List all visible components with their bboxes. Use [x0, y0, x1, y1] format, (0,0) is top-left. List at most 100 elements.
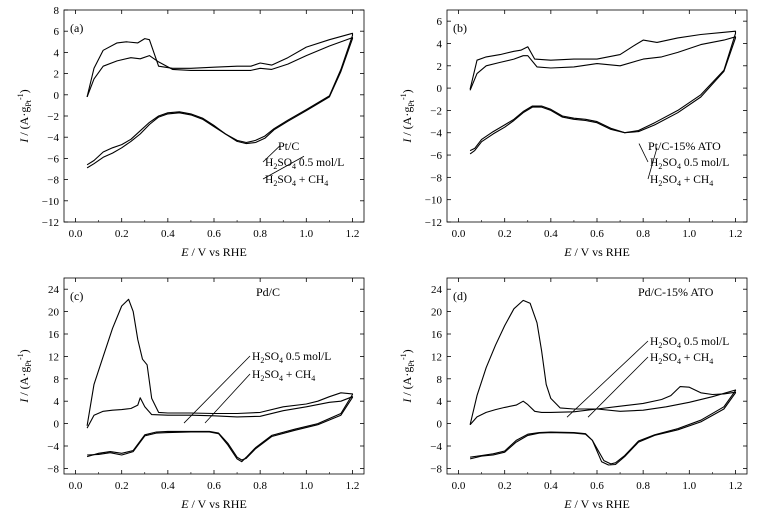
legend-entry-h2so4: H2SO4 0.5 mol/L [265, 157, 344, 171]
y-tick-label: 0 [54, 90, 60, 102]
y-tick-label: 8 [437, 374, 443, 386]
x-tick-label: 0.8 [636, 480, 650, 492]
y-tick-label: −12 [42, 217, 59, 229]
series-h2so4-ch4-curve [86, 298, 354, 463]
legend-entry-h2so4-ch4: H2SO4 + CH4 [252, 369, 315, 383]
y-axis-title: I / (A·gPt-1) [399, 89, 416, 143]
x-tick-label: 0.6 [590, 228, 604, 240]
y-tick-label: −4 [430, 128, 442, 140]
x-tick-label: 0.4 [161, 480, 175, 492]
y-tick-label: 8 [54, 5, 60, 17]
panel-label: (a) [70, 21, 83, 35]
plot-frame [446, 277, 748, 475]
legend-leader-line [204, 373, 251, 424]
series-h2so4-ch4-curve [469, 30, 737, 155]
series-h2so4-curve [86, 396, 354, 461]
sample-name: Pd/C [256, 285, 280, 299]
y-tick-label: 24 [431, 284, 443, 296]
x-tick-label: 1.2 [729, 480, 743, 492]
y-tick-label: 8 [54, 374, 60, 386]
legend-leader-line [566, 340, 649, 418]
x-tick-label: 0.6 [207, 480, 221, 492]
x-tick-label: 0.6 [207, 228, 221, 240]
y-tick-label: −8 [47, 463, 59, 475]
x-tick-label: 0.4 [544, 228, 558, 240]
y-tick-label: 20 [48, 307, 60, 319]
x-axis-title: E / V vs RHE [563, 497, 630, 511]
x-tick-label: 0.0 [69, 228, 83, 240]
y-tick-label: 4 [437, 38, 443, 50]
panel-label: (d) [453, 289, 467, 303]
x-tick-label: 0.2 [115, 480, 129, 492]
x-tick-label: 0.4 [544, 480, 558, 492]
x-tick-label: 0.8 [253, 228, 267, 240]
y-tick-label: 16 [48, 329, 60, 341]
y-tick-label: −12 [425, 217, 442, 229]
y-tick-label: 24 [48, 284, 60, 296]
x-tick-label: 1.2 [729, 228, 743, 240]
y-tick-label: −4 [430, 441, 442, 453]
legend-entry-h2so4: H2SO4 0.5 mol/L [650, 336, 729, 350]
y-tick-label: −2 [47, 111, 59, 123]
x-tick-label: 1.0 [682, 480, 696, 492]
panel-label: (b) [453, 21, 467, 35]
legend-entry-h2so4-ch4: H2SO4 + CH4 [650, 352, 713, 366]
y-tick-label: 16 [431, 329, 443, 341]
legend-entry-h2so4: H2SO4 0.5 mol/L [252, 351, 331, 365]
x-tick-label: 1.2 [346, 228, 360, 240]
legend-leader-line [647, 147, 658, 180]
y-tick-label: −10 [425, 195, 443, 207]
series-h2so4-curve [86, 37, 354, 166]
chart-panel-d: 0.0 0.2 0.4 0.6 0.8 1.0 1.2 −8 −4 0 4 8 12 16 20 24 E / … [399, 277, 748, 511]
x-tick-label: 0.2 [115, 228, 129, 240]
x-tick-label: 1.0 [299, 228, 313, 240]
sample-name: Pt/C-15% ATO [648, 139, 721, 153]
x-tick-label: 1.2 [346, 480, 360, 492]
series-h2so4-curve [469, 36, 737, 152]
legend-leader-line [262, 155, 305, 180]
legend-entry-h2so4-ch4: H2SO4 + CH4 [650, 174, 713, 188]
y-tick-label: 6 [54, 26, 60, 38]
y-tick-label: 2 [54, 69, 60, 81]
x-tick-label: 0.2 [498, 228, 512, 240]
x-tick-label: 0.0 [452, 480, 466, 492]
y-axis-title: I / (A·gPt-1) [16, 89, 33, 143]
legend-leader-line [587, 356, 649, 418]
legend-entry-h2so4: H2SO4 0.5 mol/L [650, 157, 729, 171]
panel-label: (c) [70, 289, 83, 303]
x-tick-label: 0.6 [590, 480, 604, 492]
y-axis-title: I / (A·gPt-1) [16, 349, 33, 403]
plot-frame [446, 9, 748, 223]
x-tick-label: 0.8 [253, 480, 267, 492]
sample-name: Pt/C [278, 139, 299, 153]
sample-name: Pd/C-15% ATO [638, 285, 714, 299]
series-h2so4-curve [469, 386, 737, 466]
y-tick-label: −6 [47, 153, 59, 165]
y-tick-label: 20 [431, 307, 443, 319]
y-tick-label: 0 [437, 83, 443, 95]
x-axis-title: E / V vs RHE [180, 497, 247, 511]
y-tick-label: −4 [47, 132, 59, 144]
y-tick-label: −8 [47, 175, 59, 187]
y-tick-label: 4 [437, 396, 443, 408]
y-tick-label: 12 [48, 351, 59, 363]
x-axis-title: E / V vs RHE [180, 245, 247, 259]
y-axis-title: I / (A·gPt-1) [399, 349, 416, 403]
y-tick-label: −2 [430, 105, 442, 117]
y-tick-label: −4 [47, 441, 59, 453]
plot-frame [63, 277, 365, 475]
x-axis-title: E / V vs RHE [563, 245, 630, 259]
chart-panel-b: 0.0 0.2 0.4 0.6 0.8 1.0 1.2 −12 −10 −8 −6 −4 −2 0 2 4 6 E… [399, 9, 748, 259]
series-h2so4-ch4-curve [469, 299, 737, 465]
x-tick-label: 0.4 [161, 228, 175, 240]
y-tick-label: 4 [54, 396, 60, 408]
x-tick-label: 1.0 [682, 228, 696, 240]
legend-entry-h2so4-ch4: H2SO4 + CH4 [265, 174, 328, 188]
x-tick-label: 1.0 [299, 480, 313, 492]
x-tick-label: 0.2 [498, 480, 512, 492]
y-tick-label: −8 [430, 463, 442, 475]
y-tick-label: 6 [437, 16, 443, 28]
legend-leader-line [638, 143, 649, 163]
y-tick-label: −8 [430, 172, 442, 184]
